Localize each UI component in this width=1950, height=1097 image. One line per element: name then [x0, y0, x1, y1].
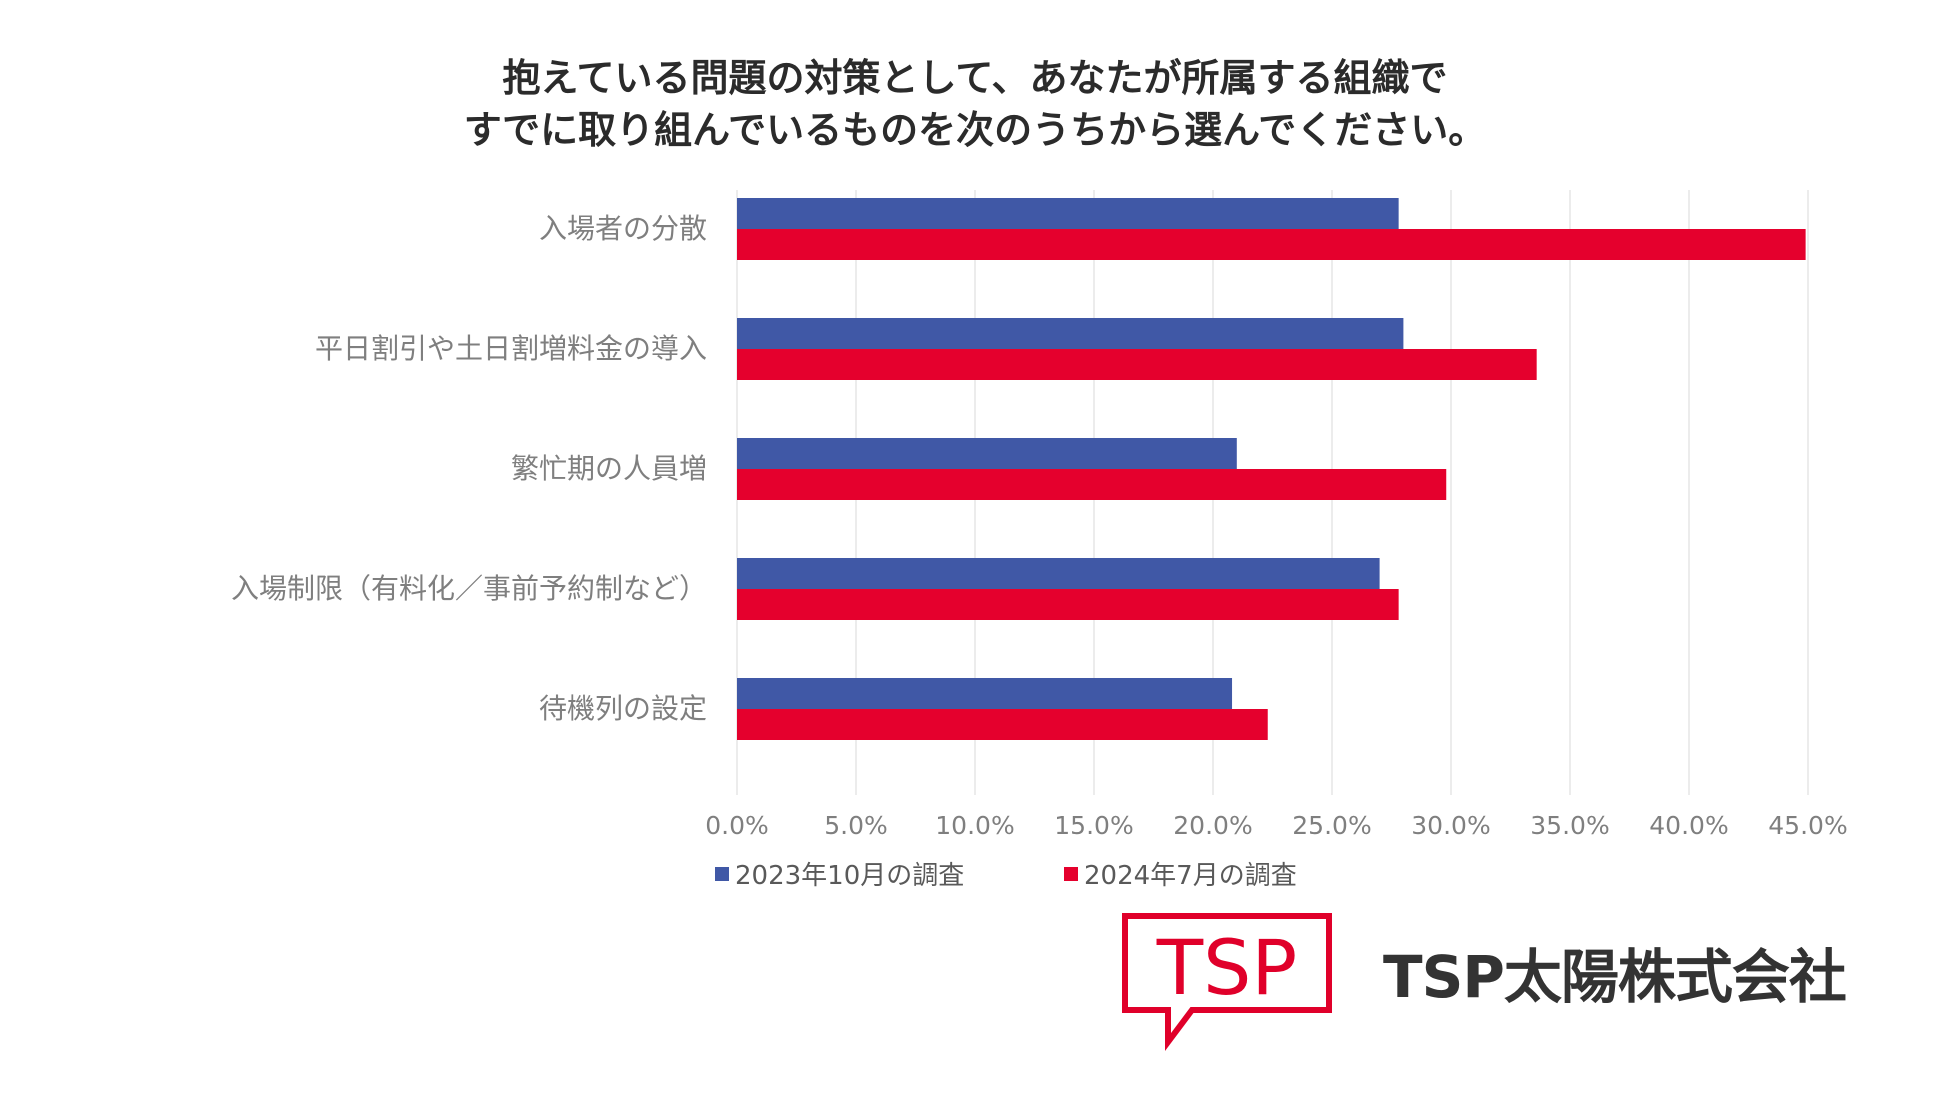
- x-tick-label: 30.0%: [1411, 811, 1490, 840]
- chart-title: 抱えている問題の対策として、あなたが所属する組織で すでに取り組んでいるものを次…: [0, 52, 1950, 156]
- x-tick-label: 20.0%: [1173, 811, 1252, 840]
- tsp-logo: TSP: [1122, 912, 1332, 1057]
- bar: [737, 349, 1537, 380]
- bar: [737, 318, 1404, 349]
- legend: 2023年10月の調査 2024年7月の調査: [0, 855, 1950, 895]
- bar: [737, 558, 1380, 589]
- bar: [737, 709, 1268, 740]
- bar: [737, 469, 1447, 500]
- x-tick-label: 5.0%: [824, 811, 888, 840]
- bar: [737, 589, 1399, 620]
- legend-label-2024: 2024年7月の調査: [1084, 861, 1297, 891]
- company-name: TSP太陽株式会社: [1383, 943, 1847, 1011]
- chart-title-line2: すでに取り組んでいるものを次のうちから選んでください。: [463, 108, 1487, 152]
- legend-label-2023: 2023年10月の調査: [735, 861, 965, 891]
- legend-item-2024: 2024年7月の調査: [1064, 855, 1297, 892]
- category-label: 待機列の設定: [539, 692, 707, 725]
- category-label: 入場制限（有料化／事前予約制など）: [231, 572, 707, 605]
- legend-item-2023: 2023年10月の調査: [715, 855, 964, 892]
- tsp-logo-mark: TSP: [1122, 913, 1332, 1051]
- bar: [737, 438, 1237, 469]
- bar-chart: 0.0% 5.0% 10.0% 15.0% 20.0% 25.0% 30.0% 35.0% 40…: [231, 190, 1848, 840]
- legend-swatch-2023: [715, 866, 729, 881]
- legend-swatch-2024: [1064, 866, 1078, 881]
- x-tick-label: 35.0%: [1530, 811, 1609, 840]
- x-tick-label: 25.0%: [1292, 811, 1371, 840]
- category-label: 繁忙期の人員増: [511, 452, 707, 485]
- tsp-logo-text: TSP: [1156, 923, 1298, 1012]
- category-label: 入場者の分散: [539, 212, 707, 245]
- bar: [737, 678, 1233, 709]
- x-tick-label: 10.0%: [935, 811, 1014, 840]
- bar: [737, 198, 1399, 229]
- chart-title-line1: 抱えている問題の対策として、あなたが所属する組織で: [502, 56, 1448, 100]
- category-label: 平日割引や土日割増料金の導入: [315, 332, 707, 365]
- x-tick-label: 45.0%: [1768, 811, 1847, 840]
- bar: [737, 229, 1806, 260]
- x-tick-label: 40.0%: [1649, 811, 1728, 840]
- x-tick-label: 0.0%: [705, 811, 769, 840]
- x-tick-label: 15.0%: [1054, 811, 1133, 840]
